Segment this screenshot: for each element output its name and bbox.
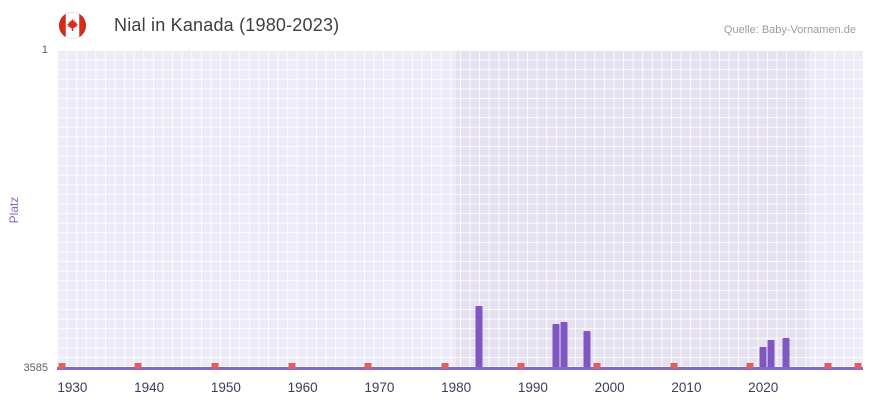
baseline-marker: [288, 363, 296, 369]
baseline-marker: [670, 363, 678, 369]
x-axis-label: 2000: [594, 380, 625, 395]
y-axis-tick-top: 1: [41, 44, 48, 56]
bars-layer: [57, 50, 863, 367]
x-axis-label: 1940: [134, 380, 165, 395]
baseline-marker: [364, 363, 372, 369]
baseline-marker: [441, 363, 449, 369]
x-axis-label: 2010: [671, 380, 702, 395]
baseline-marker: [824, 363, 832, 369]
canada-flag-icon: [59, 12, 86, 39]
source-attribution: Quelle: Baby-Vornamen.de: [723, 24, 856, 36]
rank-bar-1997[interactable]: [583, 331, 591, 367]
x-axis-labels: 1930 1940 1950 1960 1970 1980 1990 2000 2010 2020: [57, 380, 863, 400]
rank-bar-2021[interactable]: [767, 340, 775, 367]
baseline-marker: [58, 363, 66, 369]
baseline-marker: [134, 363, 142, 369]
baseline-marker: [211, 363, 219, 369]
rank-bar-1983[interactable]: [475, 305, 483, 367]
rank-bar-2020[interactable]: [759, 347, 767, 367]
y-axis-title: Platz: [7, 196, 21, 224]
baseline-marker: [854, 363, 862, 369]
baseline-markers-layer: [57, 50, 863, 369]
x-axis-label: 1990: [517, 380, 548, 395]
baseline-marker: [517, 363, 525, 369]
plot-area: [57, 50, 863, 370]
rank-bar-1993[interactable]: [552, 324, 560, 367]
x-axis-label: 1930: [57, 380, 88, 395]
baseline-marker: [593, 363, 601, 369]
rank-bar-2023[interactable]: [782, 338, 790, 367]
x-axis-label: 1960: [287, 380, 318, 395]
x-axis-label: 2020: [748, 380, 779, 395]
rank-bar-1994[interactable]: [560, 322, 568, 367]
x-axis-label: 1950: [210, 380, 241, 395]
x-axis-label: 1980: [441, 380, 472, 395]
page-title: Nial in Kanada (1980-2023): [114, 15, 340, 35]
grid-overlay: [57, 50, 863, 367]
x-axis-label: 1970: [364, 380, 395, 395]
baseline-marker: [746, 363, 754, 369]
y-axis-tick-bottom: 3585: [23, 362, 48, 374]
